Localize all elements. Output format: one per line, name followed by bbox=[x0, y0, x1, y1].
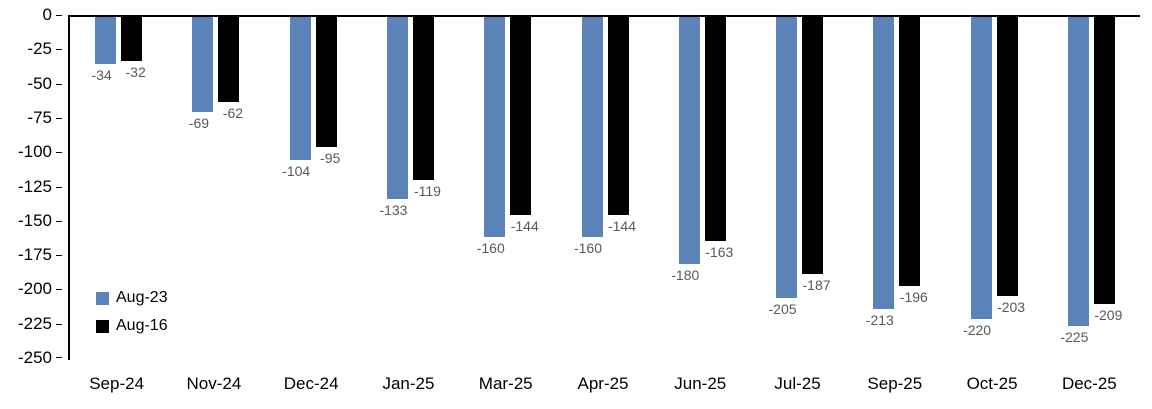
legend: Aug-23 Aug-16 bbox=[96, 284, 168, 340]
bar-aug-23-sep-24 bbox=[95, 17, 117, 64]
bar-aug-16-dec-25 bbox=[1093, 17, 1115, 304]
x-tick-label: Dec-25 bbox=[1061, 374, 1117, 393]
bar-aug-23-jul-25 bbox=[776, 17, 798, 299]
bar-aug-23-jan-25 bbox=[386, 17, 408, 200]
bar-aug-16-sep-25 bbox=[899, 17, 921, 286]
bar-value-label: -133 bbox=[379, 202, 408, 219]
bar-aug-16-jul-25 bbox=[802, 17, 824, 274]
bar-value-label: -69 bbox=[188, 114, 210, 131]
bar-value-label: -62 bbox=[222, 105, 244, 122]
bar-value-label: -203 bbox=[997, 298, 1026, 315]
bar-value-label: -225 bbox=[1060, 328, 1089, 345]
y-tick-label: 0 bbox=[42, 5, 52, 24]
y-tick-mark bbox=[56, 83, 62, 85]
y-tick-label: -175 bbox=[17, 245, 52, 265]
y-tick-label: -50 bbox=[27, 73, 52, 93]
y-tick-mark bbox=[56, 357, 62, 358]
bar-aug-16-oct-25 bbox=[996, 17, 1018, 296]
bar-aug-16-jun-25 bbox=[704, 17, 726, 241]
bar-value-label: -213 bbox=[865, 312, 894, 329]
bar-value-label: -160 bbox=[573, 239, 603, 256]
y-tick-label: -150 bbox=[17, 210, 52, 230]
y-tick-label: -75 bbox=[27, 107, 52, 127]
bar-value-label: -187 bbox=[802, 276, 831, 293]
bar-value-label: -119 bbox=[413, 183, 441, 200]
x-tick-label: Jul-25 bbox=[774, 374, 821, 393]
bar-aug-23-mar-25 bbox=[484, 17, 506, 237]
bar-aug-23-nov-24 bbox=[192, 17, 214, 112]
y-axis: 0 -25 -50 -75 -100 -125 -150 -175 -200 -225 -250 bbox=[0, 5, 62, 367]
y-tick-mark bbox=[56, 186, 62, 188]
bar-aug-16-mar-25 bbox=[510, 17, 532, 215]
legend-swatch-aug-23 bbox=[96, 291, 109, 305]
bar-aug-16-apr-25 bbox=[607, 17, 629, 215]
y-tick-mark bbox=[56, 15, 62, 16]
bar-value-label: -163 bbox=[705, 243, 734, 260]
y-tick-label: -250 bbox=[17, 348, 52, 367]
y-tick-mark bbox=[56, 117, 62, 119]
y-tick-label: -225 bbox=[17, 313, 52, 333]
y-tick-mark bbox=[56, 220, 62, 222]
bar-aug-16-nov-24 bbox=[218, 17, 240, 103]
bar-aug-16-dec-24 bbox=[315, 17, 337, 148]
y-tick-mark bbox=[56, 255, 62, 257]
bar-aug-23-jun-25 bbox=[678, 17, 700, 264]
bar-value-label: -144 bbox=[607, 217, 637, 234]
bar-value-label: -104 bbox=[282, 162, 311, 179]
x-axis: Sep-24 Nov-24 Dec-24 Jan-25 Mar-25 Apr-25 Jun-… bbox=[68, 374, 1138, 404]
x-tick-label: Apr-25 bbox=[577, 374, 629, 393]
y-tick-mark bbox=[56, 49, 62, 51]
bar-value-label: -180 bbox=[671, 266, 700, 283]
y-tick-mark bbox=[56, 152, 62, 154]
x-tick-label: Jun-25 bbox=[674, 374, 727, 393]
bar-aug-16-sep-24 bbox=[121, 17, 143, 61]
bar-value-label: -95 bbox=[320, 150, 341, 167]
bar-aug-16-jan-25 bbox=[412, 17, 434, 181]
legend-swatch-aug-16 bbox=[96, 319, 109, 333]
y-tick-mark bbox=[56, 289, 62, 291]
y-tick-mark bbox=[56, 323, 62, 325]
bar-aug-23-dec-24 bbox=[289, 17, 311, 160]
bar-value-label: -205 bbox=[768, 301, 797, 318]
x-tick-label: Nov-24 bbox=[186, 374, 242, 393]
y-tick-label: -125 bbox=[17, 176, 52, 196]
legend-item-aug-23: Aug-23 bbox=[96, 284, 168, 312]
x-tick-label: Dec-24 bbox=[283, 374, 339, 393]
bar-value-label: -209 bbox=[1094, 306, 1123, 323]
bar-value-label: -144 bbox=[510, 217, 539, 234]
x-tick-label: Oct-25 bbox=[966, 374, 1018, 393]
x-tick-label: Mar-25 bbox=[478, 374, 533, 393]
x-tick-label: Jan-25 bbox=[382, 374, 435, 393]
bar-value-label: -32 bbox=[125, 63, 146, 80]
y-tick-label: -25 bbox=[27, 39, 52, 59]
legend-label-aug-23: Aug-23 bbox=[116, 289, 168, 306]
bar-value-label: -220 bbox=[963, 321, 992, 338]
bar-aug-23-dec-25 bbox=[1067, 17, 1089, 326]
bar-value-label: -160 bbox=[476, 239, 505, 256]
x-tick-label: Sep-25 bbox=[867, 374, 923, 393]
bar-aug-23-sep-25 bbox=[873, 17, 895, 310]
bar-value-label: -196 bbox=[899, 288, 928, 305]
bar-aug-23-apr-25 bbox=[581, 17, 603, 237]
y-tick-label: -200 bbox=[17, 279, 52, 299]
bar-aug-23-oct-25 bbox=[970, 17, 992, 319]
bar-value-label: -34 bbox=[91, 66, 112, 83]
legend-label-aug-16: Aug-16 bbox=[116, 317, 168, 334]
x-tick-label: Sep-24 bbox=[89, 374, 145, 393]
y-tick-label: -100 bbox=[17, 142, 52, 162]
legend-item-aug-16: Aug-16 bbox=[96, 312, 168, 340]
plot-area: -34 -32 -69 -62 -104 -95 -133 -119 -160 -144 -160-… bbox=[68, 15, 1140, 360]
